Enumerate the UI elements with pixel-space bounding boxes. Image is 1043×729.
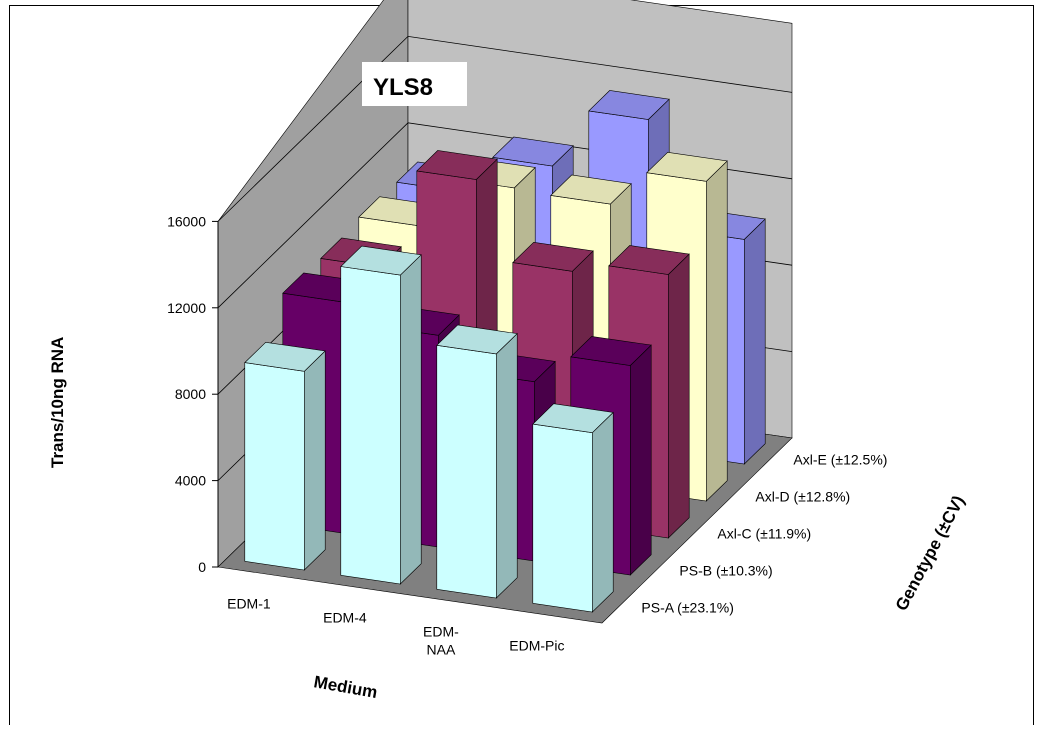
bar-side: [705, 160, 728, 502]
bar-top: [244, 341, 326, 372]
bar-side: [667, 253, 690, 539]
bar-top: [608, 245, 690, 275]
bar: [244, 341, 326, 571]
y-tick-label: 8000: [175, 386, 206, 402]
bar-top: [646, 151, 728, 182]
labels: 0 4000 8000 12000 16000 EDM-1 EDM-4 EDM-NAA EDM-…: [167, 213, 887, 657]
bar-side: [629, 344, 652, 576]
chart-title-box: YLS8: [362, 62, 467, 106]
bar-top: [550, 174, 632, 205]
y-tick-label: 0: [198, 559, 206, 575]
bar-side: [399, 254, 422, 585]
x-tick-label: EDM-4: [323, 610, 367, 626]
series-label: Axl-E (±12.5%): [793, 452, 887, 468]
bar-top: [588, 90, 670, 120]
series-label: Axl-C (±11.9%): [717, 526, 811, 542]
bar-top: [532, 403, 614, 434]
bar-front: [436, 344, 497, 599]
gridline: [217, 35, 793, 222]
bar: [436, 324, 518, 599]
x-tick-label: EDM-1: [227, 596, 271, 612]
axes: [212, 220, 219, 568]
bar-top: [512, 241, 594, 272]
bar-top: [416, 150, 498, 180]
bar-side: [743, 218, 766, 465]
bar: [532, 403, 614, 613]
bar-top: [570, 336, 652, 366]
series-label: PS-B (±10.3%): [679, 563, 772, 579]
bar-side: [495, 332, 518, 599]
series-label: PS-A (±23.1%): [641, 600, 734, 616]
bar: [340, 245, 422, 585]
bar-side: [303, 350, 326, 571]
x-axis-label: Medium: [312, 672, 379, 702]
z-axis-label: Genotype (±CV): [892, 492, 969, 613]
series-label: Axl-D (±12.8%): [755, 489, 850, 505]
bar-front: [532, 423, 593, 613]
bars: [244, 90, 766, 613]
y-tick-label: 16000: [167, 213, 206, 229]
bar-top: [436, 324, 518, 355]
y-tick-label: 4000: [175, 473, 206, 489]
bar-top: [492, 136, 574, 167]
bar-front: [340, 266, 401, 585]
y-tick-label: 12000: [167, 300, 206, 316]
bar-front: [244, 362, 305, 571]
chart-title: YLS8: [373, 74, 433, 101]
x-tick-label: EDM-Pic: [509, 638, 564, 654]
bar-side: [591, 411, 614, 613]
y-axis-label: Trans/10ng RNA: [48, 337, 67, 468]
x-tick-label: EDM-NAA: [423, 624, 459, 658]
bar-top: [340, 245, 422, 276]
title-background: [362, 62, 467, 106]
